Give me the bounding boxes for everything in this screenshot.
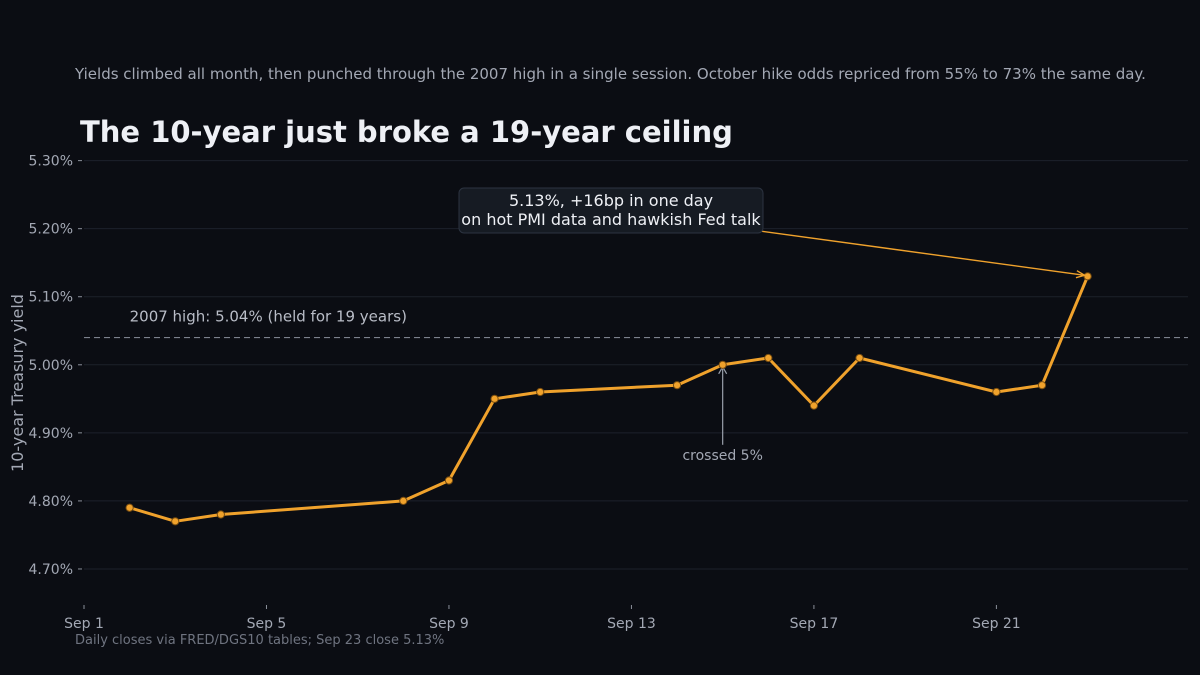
- spike-arrowhead: [1075, 270, 1087, 279]
- crossed-label: crossed 5%: [682, 448, 762, 464]
- spike-arrow: [759, 230, 1085, 277]
- x-tick-label: Sep 5: [247, 616, 287, 632]
- x-tick-label: Sep 17: [790, 616, 839, 632]
- y-tick-label: 5.10%: [29, 290, 73, 306]
- chart-title: The 10-year just broke a 19-year ceiling: [80, 115, 733, 149]
- spike-annotation-line-1: 5.13%, +16bp in one day: [509, 191, 713, 210]
- data-point: [1037, 381, 1047, 390]
- data-point: [1083, 272, 1092, 281]
- y-axis: 4.70% 4.80% 4.90% 5.00% 5.10% 5.20% 5.30%: [29, 154, 82, 578]
- data-point: [672, 381, 682, 390]
- source-note: Daily closes via FRED/DGS10 tables; Sep …: [75, 633, 444, 648]
- chart-subtitle: Yields climbed all month, then punched t…: [74, 65, 1146, 83]
- y-tick-label: 5.20%: [29, 222, 73, 238]
- x-tick-label: Sep 21: [972, 616, 1021, 632]
- y-tick-label: 4.80%: [29, 494, 73, 510]
- data-point: [764, 353, 773, 363]
- x-tick-label: Sep 1: [64, 616, 104, 632]
- x-tick-label: Sep 13: [607, 616, 656, 632]
- data-point: [855, 353, 864, 363]
- data-point: [809, 401, 819, 410]
- y-tick-label: 4.90%: [29, 426, 73, 442]
- data-point: [399, 496, 408, 506]
- data-point: [444, 476, 454, 485]
- y-tick-label: 5.30%: [29, 154, 73, 170]
- x-tick-label: Sep 9: [429, 616, 469, 632]
- y-tick-label: 5.00%: [29, 358, 73, 374]
- data-point: [171, 517, 180, 526]
- spike-annotation: 5.13%, +16bp in one day on hot PMI data …: [458, 187, 1087, 279]
- data-point: [490, 394, 499, 403]
- reference-label: 2007 high: 5.04% (held for 19 years): [130, 308, 407, 326]
- series-yield: [125, 272, 1092, 526]
- reference-line-group: 2007 high: 5.04% (held for 19 years): [84, 308, 1188, 339]
- data-point: [125, 503, 134, 512]
- y-tick-label: 4.70%: [29, 562, 73, 578]
- data-point: [536, 387, 545, 397]
- y-axis-label: 10-year Treasury yield: [8, 294, 27, 472]
- crossed-annotation: crossed 5%: [682, 365, 763, 464]
- x-axis: Sep 1 Sep 5 Sep 9 Sep 13 Sep 17 Sep 21: [64, 605, 1021, 632]
- data-point: [718, 360, 727, 369]
- spike-annotation-line-2: on hot PMI data and hawkish Fed talk: [461, 210, 761, 229]
- data-point: [216, 510, 225, 519]
- spike-annotation-box: [458, 187, 764, 234]
- data-point: [992, 387, 1001, 397]
